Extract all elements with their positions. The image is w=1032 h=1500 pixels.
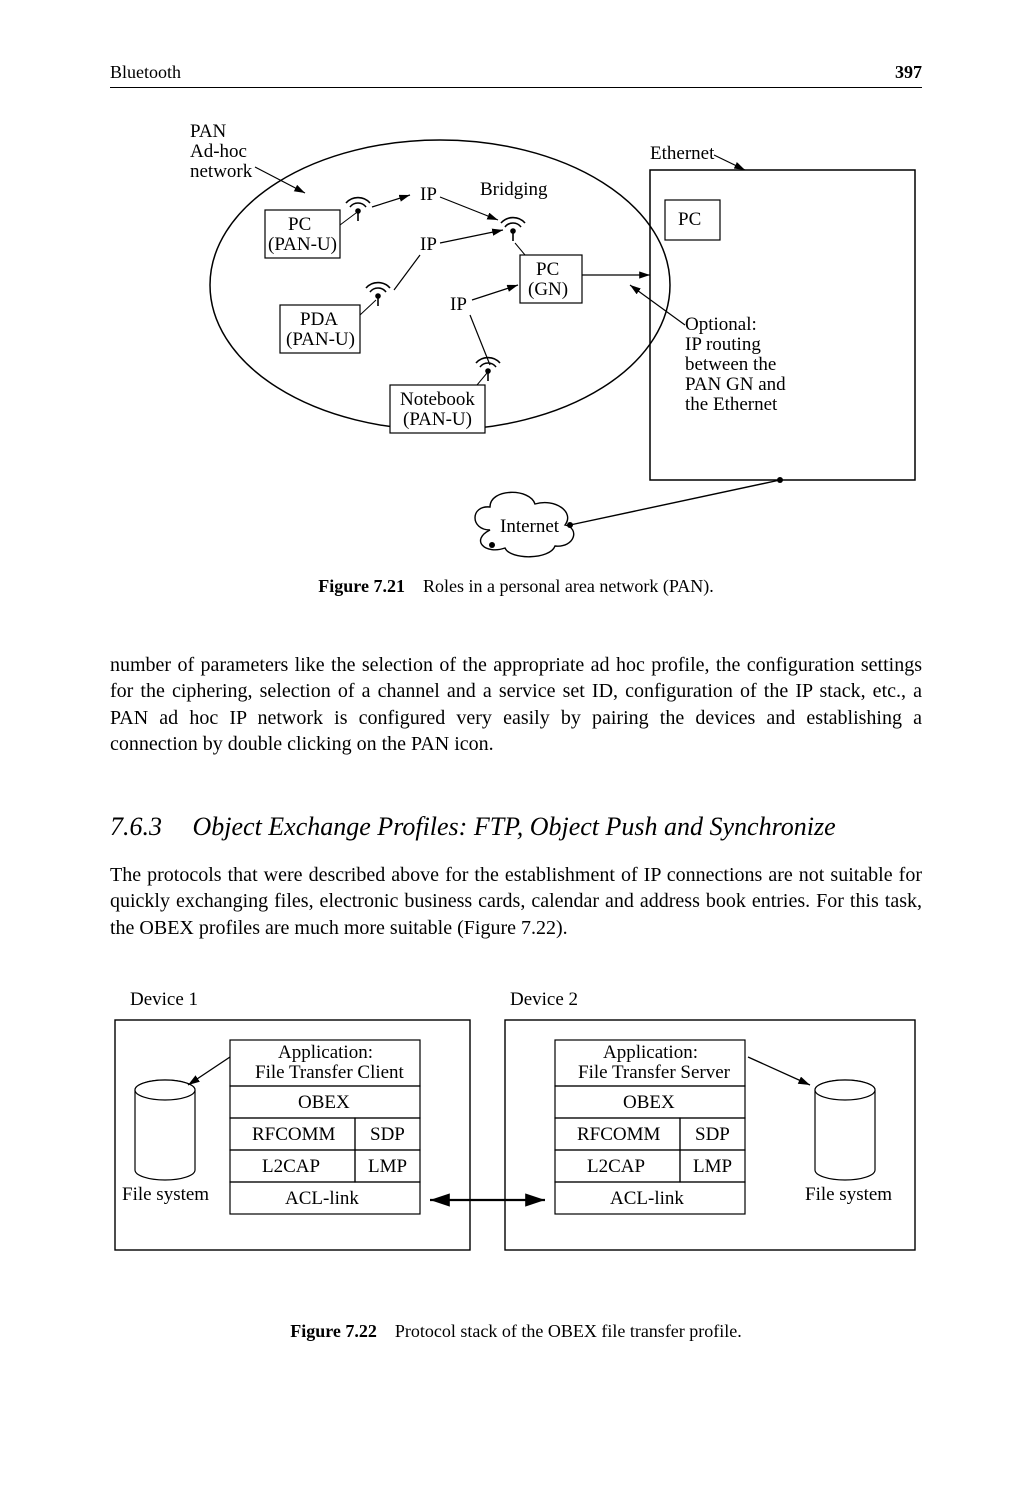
label-notebook-1: Notebook (400, 389, 475, 410)
label-optional-2: IP routing (685, 334, 761, 355)
label-sdp-2: SDP (695, 1124, 730, 1145)
label-acl-2: ACL-link (610, 1188, 684, 1209)
label-app1-1: Application: (278, 1042, 373, 1063)
label-internet: Internet (500, 516, 560, 537)
label-device-2: Device 2 (510, 989, 578, 1010)
label-rfcomm-1: RFCOMM (252, 1124, 336, 1145)
label-optional-4: PAN GN and (685, 374, 786, 395)
page-header: Bluetooth 397 (110, 62, 922, 88)
section-heading-7-6-3: 7.6.3 Object Exchange Profiles: FTP, Obj… (110, 812, 922, 842)
label-l2cap-1: L2CAP (262, 1156, 320, 1177)
label-pan-adhoc-3: network (190, 161, 253, 182)
label-ip-1: IP (420, 184, 437, 205)
label-app2-2: File Transfer Server (578, 1062, 731, 1083)
label-lmp-2: LMP (693, 1156, 732, 1177)
label-pc-panu-1: PC (288, 214, 311, 235)
label-pan-adhoc-1: PAN (190, 121, 227, 142)
caption-text-2: Protocol stack of the OBEX file transfer… (395, 1321, 742, 1341)
figure-7-22-caption: Figure 7.22 Protocol stack of the OBEX f… (110, 1321, 922, 1342)
label-lmp-1: LMP (368, 1156, 407, 1177)
caption-text: Roles in a personal area network (PAN). (423, 576, 714, 596)
label-obex-1: OBEX (298, 1092, 350, 1113)
figure-7-21-caption: Figure 7.21 Roles in a personal area net… (110, 576, 922, 597)
label-acl-1: ACL-link (285, 1188, 359, 1209)
label-bridging: Bridging (480, 179, 548, 200)
label-ethernet: Ethernet (650, 143, 715, 164)
label-pan-adhoc-2: Ad-hoc (190, 141, 247, 162)
label-optional-5: the Ethernet (685, 394, 778, 415)
caption-bold-2: Figure 7.22 (290, 1321, 377, 1341)
label-pda-panu-2: (PAN-U) (286, 329, 355, 350)
label-pc-gn-1: PC (536, 259, 559, 280)
label-pc-right: PC (678, 209, 701, 230)
label-notebook-2: (PAN-U) (403, 409, 472, 430)
label-app1-2: File Transfer Client (255, 1062, 405, 1083)
label-device-1: Device 1 (130, 989, 198, 1010)
label-optional-1: Optional: (685, 314, 757, 335)
label-app2-1: Application: (603, 1042, 698, 1063)
label-l2cap-2: L2CAP (587, 1156, 645, 1177)
label-pc-panu-2: (PAN-U) (268, 234, 337, 255)
label-obex-2: OBEX (623, 1092, 675, 1113)
label-optional-3: between the (685, 354, 776, 375)
paragraph-1: number of parameters like the selection … (110, 652, 922, 758)
caption-bold: Figure 7.21 (318, 576, 405, 596)
label-pda-panu-1: PDA (300, 309, 338, 330)
section-title: Object Exchange Profiles: FTP, Object Pu… (193, 812, 836, 841)
figure-7-22: Device 1 Device 2 File system Applicatio… (110, 985, 922, 1295)
label-file-system-2: File system (805, 1184, 892, 1205)
paragraph-2: The protocols that were described above … (110, 862, 922, 941)
figure-7-21: PAN Ad-hoc network Ethernet PC (PAN-U) P… (110, 115, 922, 570)
header-page-number: 397 (895, 62, 922, 83)
label-file-system-1: File system (122, 1184, 209, 1205)
label-ip-2: IP (420, 234, 437, 255)
label-sdp-1: SDP (370, 1124, 405, 1145)
section-number: 7.6.3 (110, 812, 162, 841)
page: Bluetooth 397 PAN Ad-hoc network Etherne… (0, 0, 1032, 1500)
label-ip-3: IP (450, 294, 467, 315)
label-rfcomm-2: RFCOMM (577, 1124, 661, 1145)
label-pc-gn-2: (GN) (528, 279, 568, 300)
header-title: Bluetooth (110, 62, 181, 83)
